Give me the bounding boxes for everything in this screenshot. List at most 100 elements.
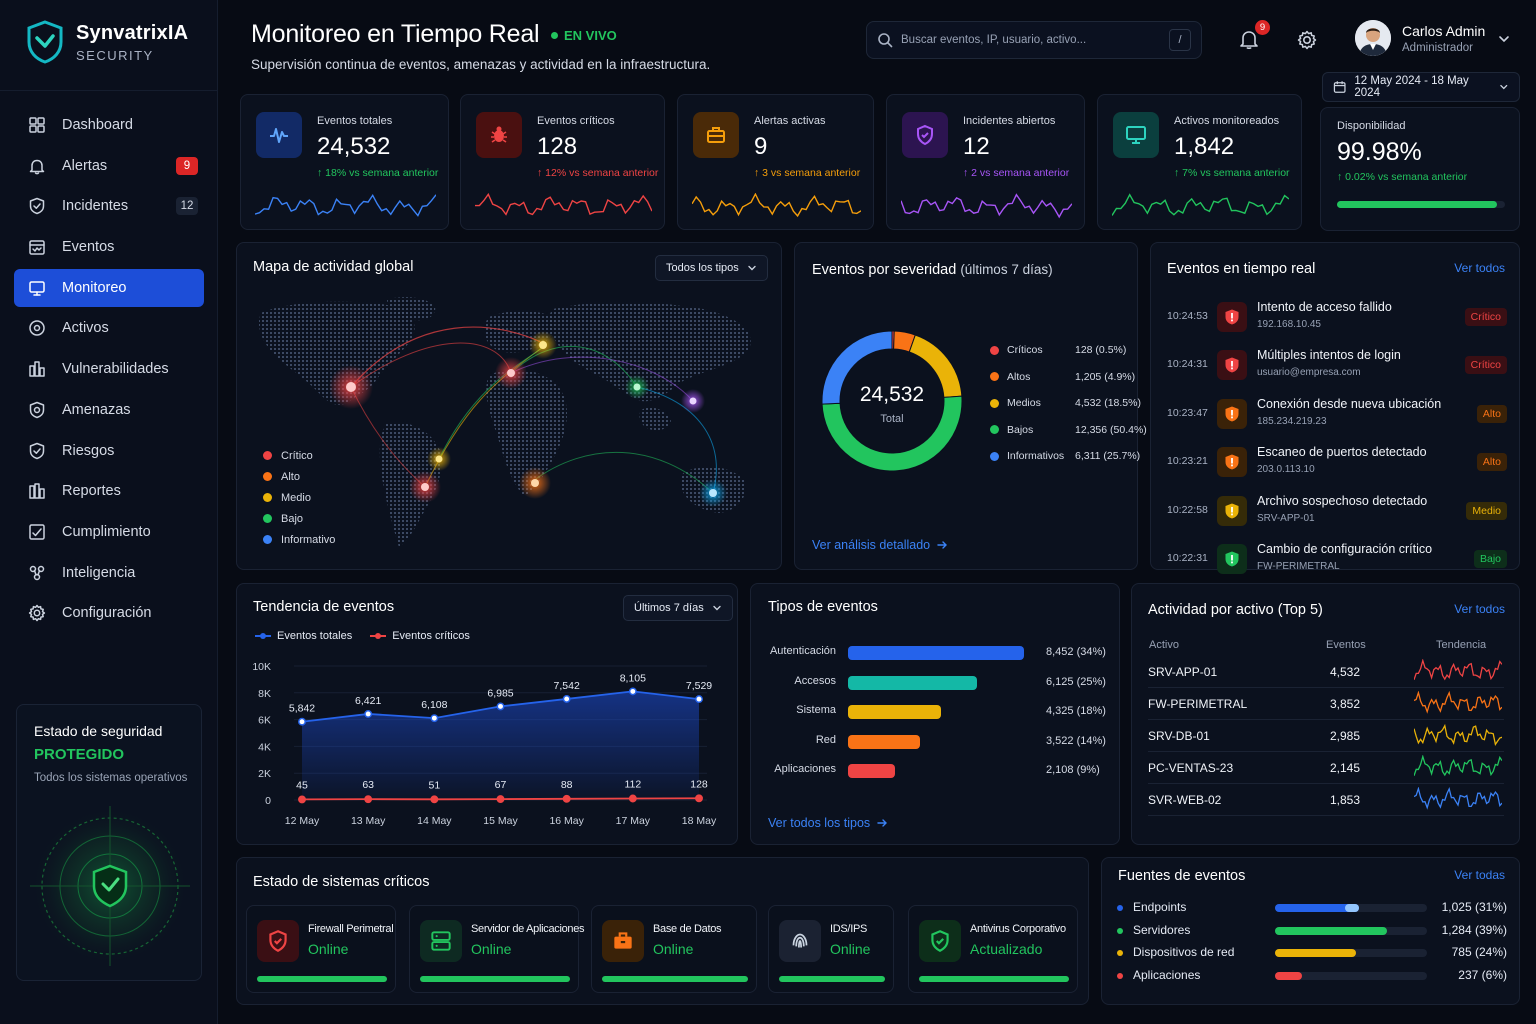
kpi-card[interactable]: Eventos críticos 128 ↑ 12% vs semana anter… — [460, 94, 665, 230]
severity-badge: Crítico — [1464, 356, 1507, 375]
data-point[interactable] — [562, 694, 571, 703]
realtime-event-item[interactable]: 10:24:31 Múltiples intentos de login usuar… — [1167, 346, 1507, 388]
event-type-bar[interactable] — [848, 764, 895, 778]
severity-legend-item: Informativos 6,311 (25.7%) — [990, 450, 1140, 462]
donut-slice[interactable] — [821, 330, 893, 405]
settings-gear-icon[interactable] — [1296, 29, 1318, 51]
event-type-value: 4,325 (18%) — [1046, 705, 1106, 717]
data-point[interactable] — [695, 695, 703, 704]
data-point[interactable] — [430, 795, 439, 804]
event-source-item[interactable]: Aplicaciones 237 (6%) — [1117, 968, 1507, 986]
trend-period-filter[interactable]: Últimos 7 días — [623, 595, 733, 621]
data-point[interactable] — [298, 717, 306, 726]
sidebar-item-riesgos[interactable]: Riesgos — [14, 432, 204, 470]
sidebar-item-cumplimiento[interactable]: Cumplimiento — [14, 513, 204, 551]
assets-view-all-link[interactable]: Ver todos — [1454, 602, 1505, 616]
data-point[interactable] — [562, 794, 571, 803]
sidebar-item-vulnerabilidades[interactable]: Vulnerabilidades — [14, 350, 204, 388]
table-row[interactable]: SRV-DB-01 2,985 — [1148, 721, 1504, 752]
security-status-value: PROTEGIDO — [34, 746, 125, 763]
sidebar-item-configuracin[interactable]: Configuración — [14, 594, 204, 632]
event-type-bar[interactable] — [848, 705, 942, 719]
system-card[interactable]: Base de Datos Online — [591, 905, 757, 993]
data-point[interactable] — [628, 794, 637, 803]
realtime-view-all-link[interactable]: Ver todos — [1454, 261, 1505, 275]
sidebar-item-activos[interactable]: Activos — [14, 309, 204, 347]
realtime-event-item[interactable]: 10:22:31 Cambio de configuración crítico F… — [1167, 540, 1507, 582]
date-range-picker[interactable]: 12 May 2024 - 18 May 2024 — [1322, 72, 1520, 102]
event-type-bar[interactable] — [848, 646, 1024, 660]
data-point[interactable] — [496, 702, 505, 711]
map-type-filter[interactable]: Todos los tipos — [655, 255, 768, 281]
source-bar-track — [1275, 926, 1427, 935]
event-types-link[interactable]: Ver todos los tipos — [768, 816, 888, 830]
chevron-down-icon — [1500, 84, 1508, 90]
event-type-bar[interactable] — [848, 675, 978, 690]
sidebar-item-eventos[interactable]: Eventos — [14, 228, 204, 266]
data-point[interactable] — [364, 795, 373, 804]
database-briefcase-icon — [614, 932, 632, 949]
event-time: 10:22:58 — [1167, 503, 1208, 516]
brand[interactable]: SynvatrixIA SECURITY — [26, 20, 188, 64]
data-label: 51 — [428, 779, 440, 791]
data-point[interactable] — [496, 795, 505, 804]
event-source-item[interactable]: Endpoints 1,025 (31%) — [1117, 900, 1507, 918]
severity-badge: Medio — [1466, 501, 1507, 520]
data-point[interactable] — [628, 687, 637, 696]
search-box[interactable]: / — [866, 21, 1202, 59]
total-events-area — [302, 691, 699, 800]
y-tick-label: 6K — [258, 715, 271, 727]
asset-trend-sparkline — [1414, 755, 1502, 777]
severity-detail-link[interactable]: Ver análisis detallado — [812, 538, 948, 552]
legend-dot-icon — [263, 514, 272, 523]
table-row[interactable]: SVR-WEB-02 1,853 — [1148, 785, 1504, 816]
system-card[interactable]: Antivirus Corporativo Actualizado — [908, 905, 1078, 993]
data-point[interactable] — [298, 795, 306, 804]
sidebar-item-monitoreo[interactable]: Monitoreo — [14, 268, 204, 307]
data-point[interactable] — [430, 714, 439, 723]
avatar[interactable] — [1355, 20, 1391, 56]
system-card[interactable]: Firewall Perimetral Online — [246, 905, 396, 993]
kpi-card[interactable]: Alertas activas 9 ↑ 3 vs semana anterior — [677, 94, 874, 230]
trend-line-chart[interactable]: 10K 8K 6K 4K 2K 0 12 May 13 May 14 May 15 May 16 M… — [237, 646, 738, 845]
realtime-event-item[interactable]: 10:23:47 Conexión desde nueva ubicación 18… — [1167, 395, 1507, 437]
bug-icon — [491, 126, 507, 143]
server-icon — [431, 931, 451, 951]
sidebar-item-reportes[interactable]: Reportes — [14, 472, 204, 510]
kpi-card[interactable]: Eventos totales 24,532 ↑ 18% vs semana ant… — [240, 94, 449, 230]
assets-col-trend: Tendencia — [1436, 639, 1487, 651]
table-row[interactable]: SRV-APP-01 4,532 — [1148, 657, 1504, 688]
table-row[interactable]: FW-PERIMETRAL 3,852 — [1148, 689, 1504, 720]
sidebar-item-incidentes[interactable]: Incidentes 12 — [14, 187, 204, 225]
realtime-event-item[interactable]: 10:24:53 Intento de acceso fallido 192.168… — [1167, 298, 1507, 340]
table-row[interactable]: PC-VENTAS-23 2,145 — [1148, 753, 1504, 784]
realtime-event-item[interactable]: 10:22:58 Archivo sospechoso detectado SRV-… — [1167, 492, 1507, 534]
kpi-card[interactable]: Activos monitoreados 1,842 ↑ 7% vs semana … — [1097, 94, 1302, 230]
sidebar-item-alertas[interactable]: Alertas 9 — [14, 147, 204, 185]
system-card[interactable]: Servidor de Aplicaciones Online — [409, 905, 585, 993]
x-tick-label: 18 May — [682, 815, 717, 827]
event-type-bar[interactable] — [848, 734, 921, 749]
system-card[interactable]: IDS/IPS Online — [768, 905, 894, 993]
severity-donut-chart[interactable] — [812, 321, 972, 481]
data-point[interactable] — [364, 710, 373, 718]
donut-slice[interactable] — [821, 395, 963, 472]
sidebar-item-dashboard[interactable]: Dashboard — [14, 106, 204, 144]
user-avatar-icon — [1355, 20, 1391, 56]
event-source-item[interactable]: Servidores 1,284 (39%) — [1117, 923, 1507, 941]
sidebar-item-amenazas[interactable]: Amenazas — [14, 391, 204, 429]
world-map[interactable] — [237, 291, 782, 570]
notifications-bell-icon[interactable] — [1238, 28, 1260, 50]
security-status-title: Estado de seguridad — [34, 723, 163, 739]
event-source-item[interactable]: Dispositivos de red 785 (24%) — [1117, 945, 1507, 963]
chevron-down-icon[interactable] — [1497, 32, 1511, 46]
sidebar: SynvatrixIA SECURITY Dashboard Alertas 9 In… — [0, 0, 218, 1024]
search-input[interactable] — [901, 34, 1151, 46]
data-point[interactable] — [695, 794, 703, 803]
sidebar-item-label: Alertas — [62, 157, 108, 174]
source-bar-fill — [1275, 904, 1359, 912]
kpi-card[interactable]: Incidentes abiertos 12 ↑ 2 vs semana anter… — [886, 94, 1085, 230]
event-sources-view-all-link[interactable]: Ver todas — [1454, 868, 1505, 882]
realtime-event-item[interactable]: 10:23:21 Escaneo de puertos detectado 203.… — [1167, 443, 1507, 485]
sidebar-item-inteligencia[interactable]: Inteligencia — [14, 554, 204, 592]
